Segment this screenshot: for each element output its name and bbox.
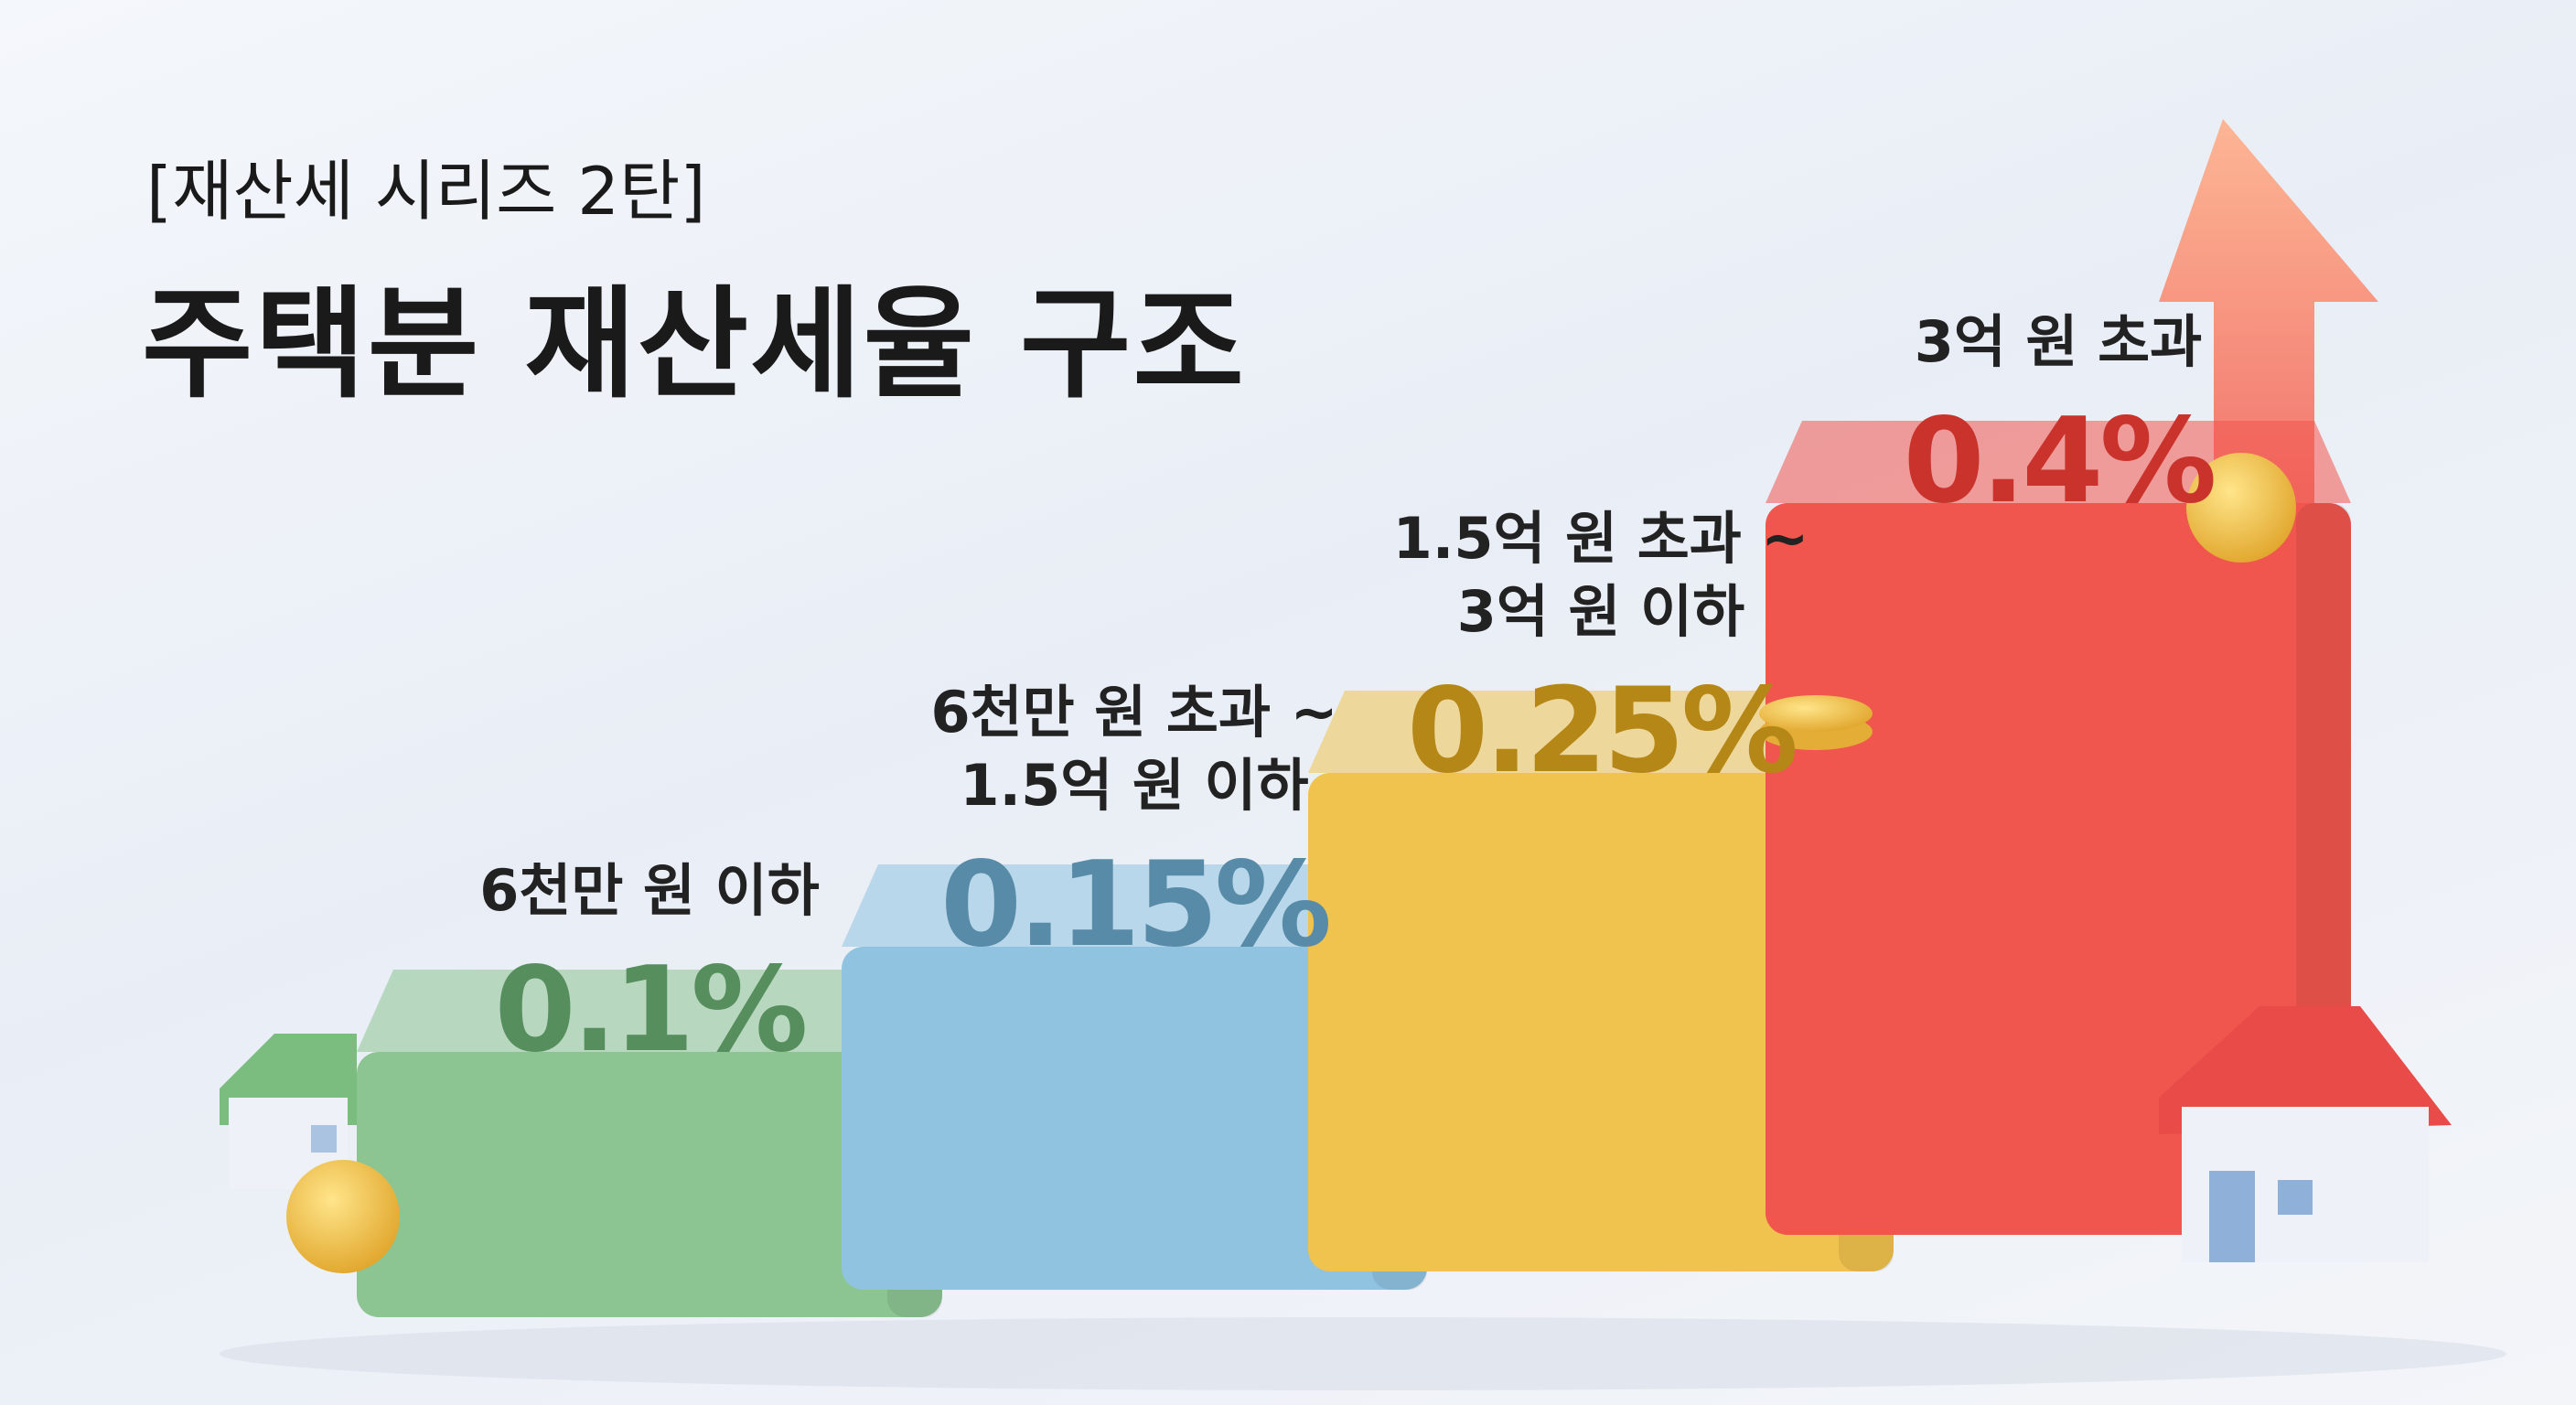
category-label: 6천만 원 초과 ~ 1.5억 원 이하 [930,678,1338,820]
value-label: 0.4% [1903,393,2217,530]
bar-top [842,864,1427,947]
bar-top [357,970,942,1052]
decoration [220,453,2452,1273]
category-label: 1.5억 원 초과 ~ 3억 원 이하 [1392,504,1809,646]
value-label: 0.25% [1406,663,1798,799]
title: 주택분 재산세율 구조 [142,274,1246,415]
bar [357,1052,942,1317]
subtitle: [재산세 시리즈 2탄] [146,153,706,230]
bar-top [1308,691,1894,773]
bars [357,421,2351,1317]
category-label: 3억 원 초과 [1914,308,2203,376]
bar [842,947,1427,1290]
value-label: 0.15% [939,837,1332,973]
category-label: 6천만 원 이하 [479,857,820,925]
bar [1308,773,1894,1271]
bar [1766,503,2351,1235]
value-label: 0.1% [494,942,809,1078]
